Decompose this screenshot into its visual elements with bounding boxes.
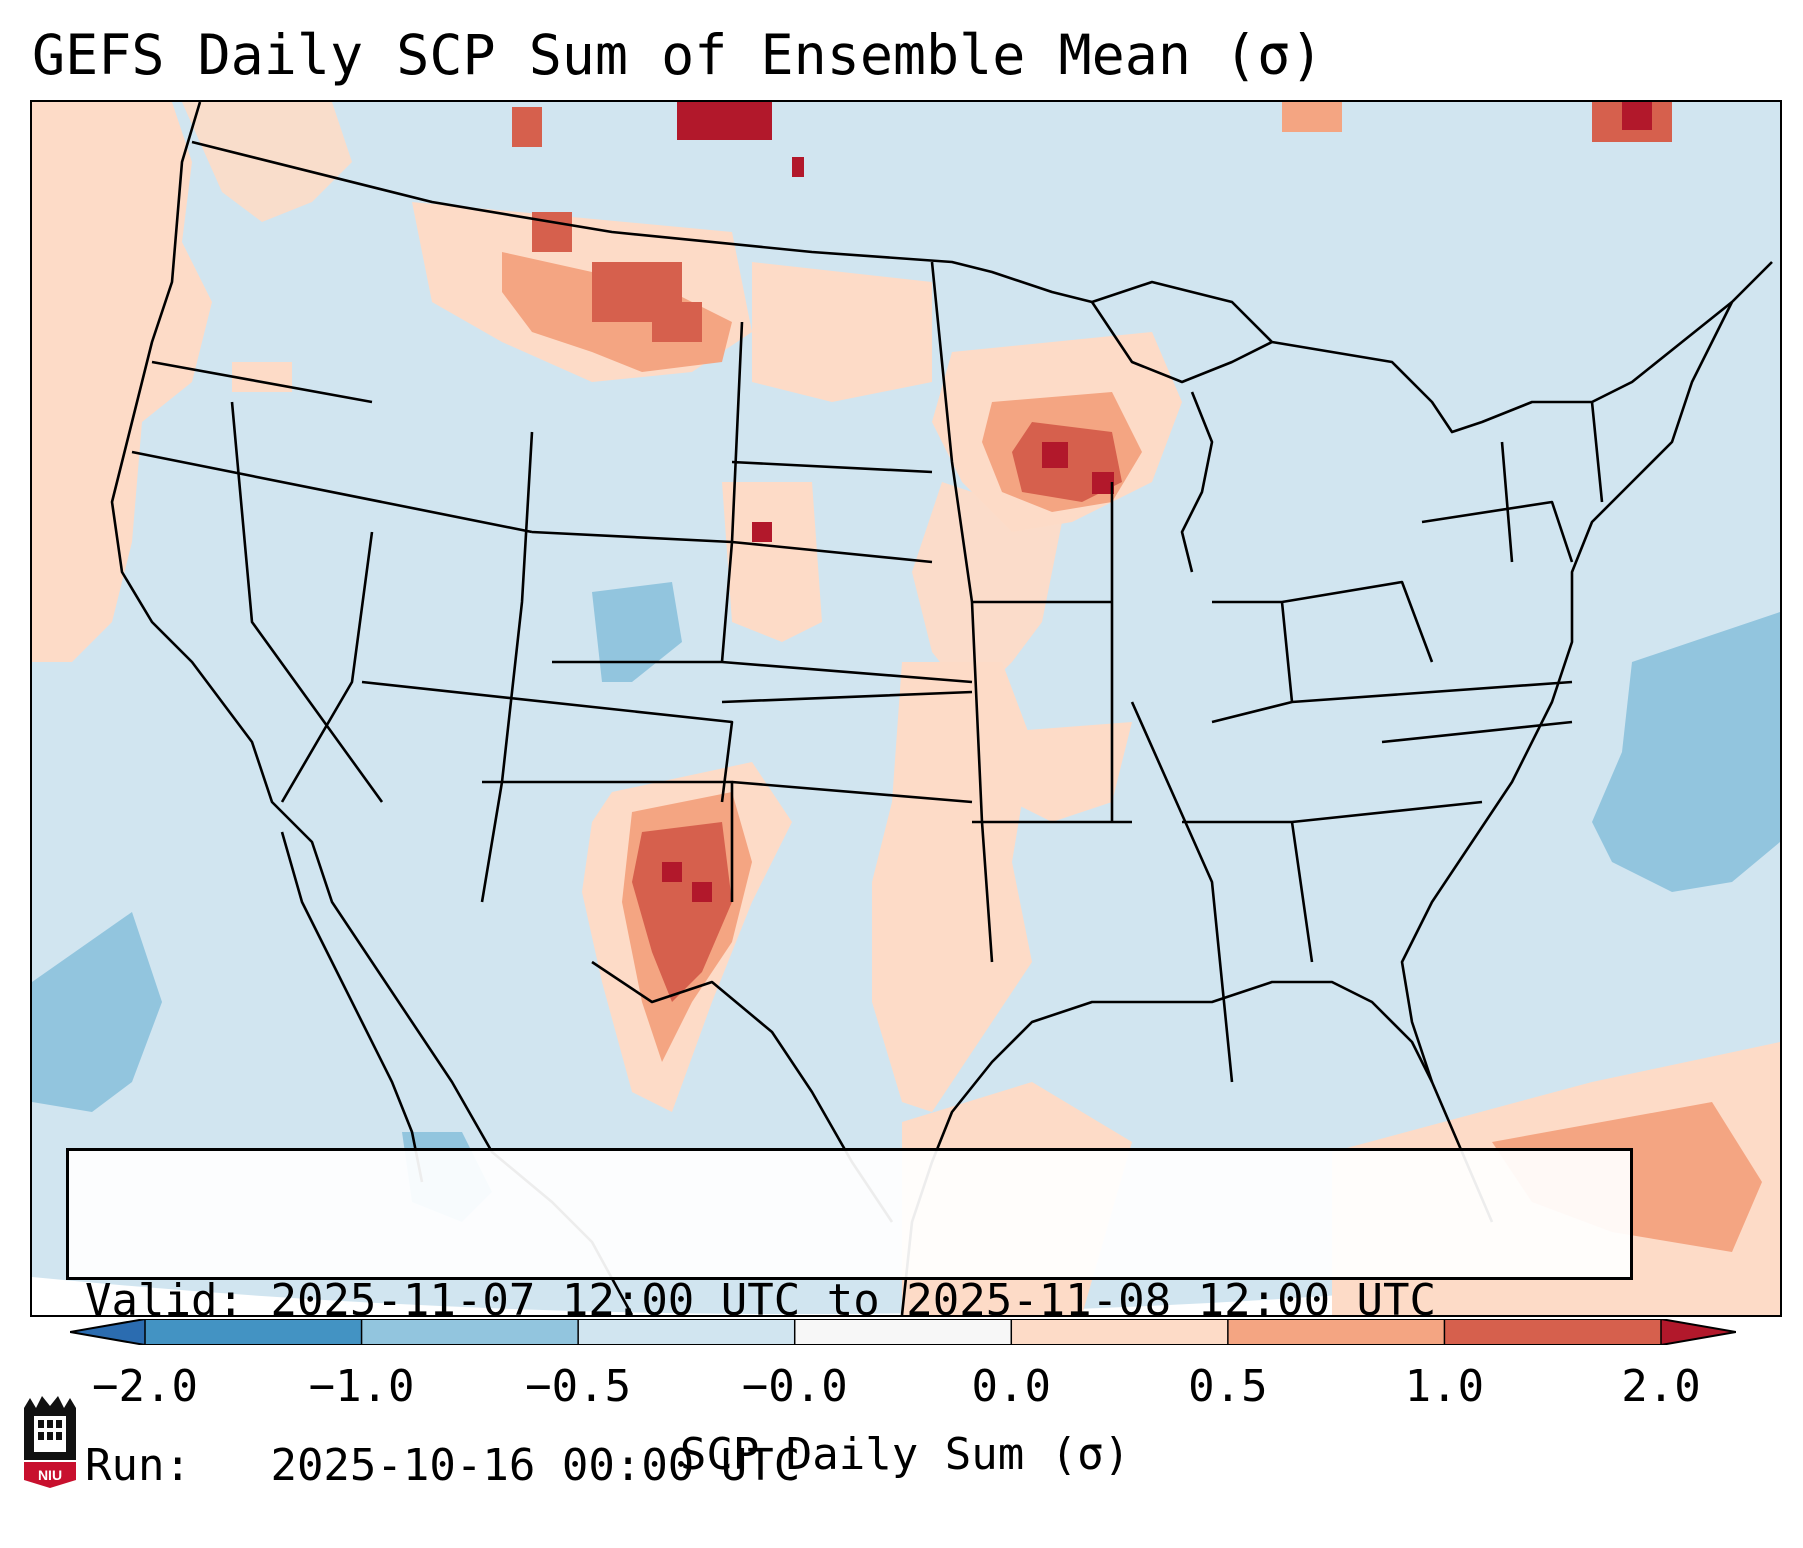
us-canada-border [191,140,1093,304]
validity-info-box: Valid: 2025-11-07 12:00 UTC to 2025-11-0… [66,1148,1633,1491]
run-time: 2025-10-16 00:00 UTC [270,1440,801,1491]
state-borders-east [1182,401,1604,963]
field-cell-saskatchewan-2 [512,107,542,147]
colorbar-bin [794,1319,1012,1345]
run-label: Run: [85,1440,191,1491]
colorbar-bin [145,1319,362,1345]
field-cell-oregon [232,362,292,392]
colorbar-tick-label: 1.0 [1404,1361,1485,1412]
east-coastline [1400,301,1734,1223]
colorbar-bin [1444,1319,1661,1345]
colorbar-tick-label: 0.0 [971,1361,1052,1412]
field-cell-wisconsin-2 [1092,472,1114,494]
field-cell-ontario [1282,102,1342,132]
map-panel [30,100,1782,1317]
colorbar-bin [1011,1319,1228,1345]
colorbar-tick-label: −0.5 [525,1361,632,1412]
run-line: Run: 2025-10-16 00:00 UTC [85,1438,1630,1493]
field-patch-atlantic-offshore [1592,612,1780,892]
field-patch-iowa [912,482,1062,702]
field-patch-dakotas [752,262,932,402]
field-cell-saskatchewan-3 [792,157,804,177]
great-lakes [1091,261,1773,434]
boundaries [110,102,1773,1315]
field-patch-pacific-northwest [32,102,212,662]
west-coastline [110,102,634,1315]
field-cell-montana-2 [652,302,702,342]
field-patch-nm-texas-core [632,822,732,1002]
colorbar-tick-label: −1.0 [308,1361,415,1412]
map-title: GEFS Daily SCP Sum of Ensemble Mean (σ) [32,23,1324,87]
lake-superior [1090,301,1273,384]
valid-time-range: 2025-11-07 12:00 UTC to 2025-11-08 12:00… [270,1275,1437,1326]
field-cell-nm-2 [692,882,712,902]
field-patch-colorado [592,582,682,682]
colorbar-tick-label: 2.0 [1621,1361,1701,1412]
baja-peninsula [280,831,424,1183]
map-canvas [32,102,1780,1315]
colorbar-label: SCP Daily Sum (σ) [679,1429,1131,1480]
colorbar-tick-label: −0.0 [741,1361,848,1412]
colorbar-tick-label: 0.5 [1188,1361,1268,1412]
niu-logo-text: NIU [38,1467,62,1483]
field-patch-southern-plains [872,662,1032,1112]
valid-label: Valid: [85,1275,244,1326]
field-patch-nebraska [722,482,822,642]
field-cell-montana-3 [532,212,572,252]
colorbar-tick-label: −2.0 [92,1361,198,1412]
colorbar-bin [361,1319,579,1345]
field-cell-saskatchewan [677,102,772,140]
niu-logo: NIU [24,1396,76,1488]
colorbar-bin [1227,1319,1445,1345]
state-borders-central [721,261,1234,1083]
field-patch-arkansas [1002,722,1132,822]
field-cell-quebec-2 [1622,102,1652,130]
field-cell-nebraska [752,522,772,542]
field-patch-eastern-pacific [32,912,162,1112]
field-cell-nm-1 [662,862,682,882]
colorbar-bin [70,1319,145,1345]
valid-line: Valid: 2025-11-07 12:00 UTC to 2025-11-0… [85,1273,1630,1328]
colorbar-bin [1661,1319,1736,1345]
colorbar-bin [578,1319,795,1345]
colorbar [70,1319,1736,1345]
field-cell-wisconsin-1 [1042,442,1068,468]
lake-michigan [1180,391,1214,573]
